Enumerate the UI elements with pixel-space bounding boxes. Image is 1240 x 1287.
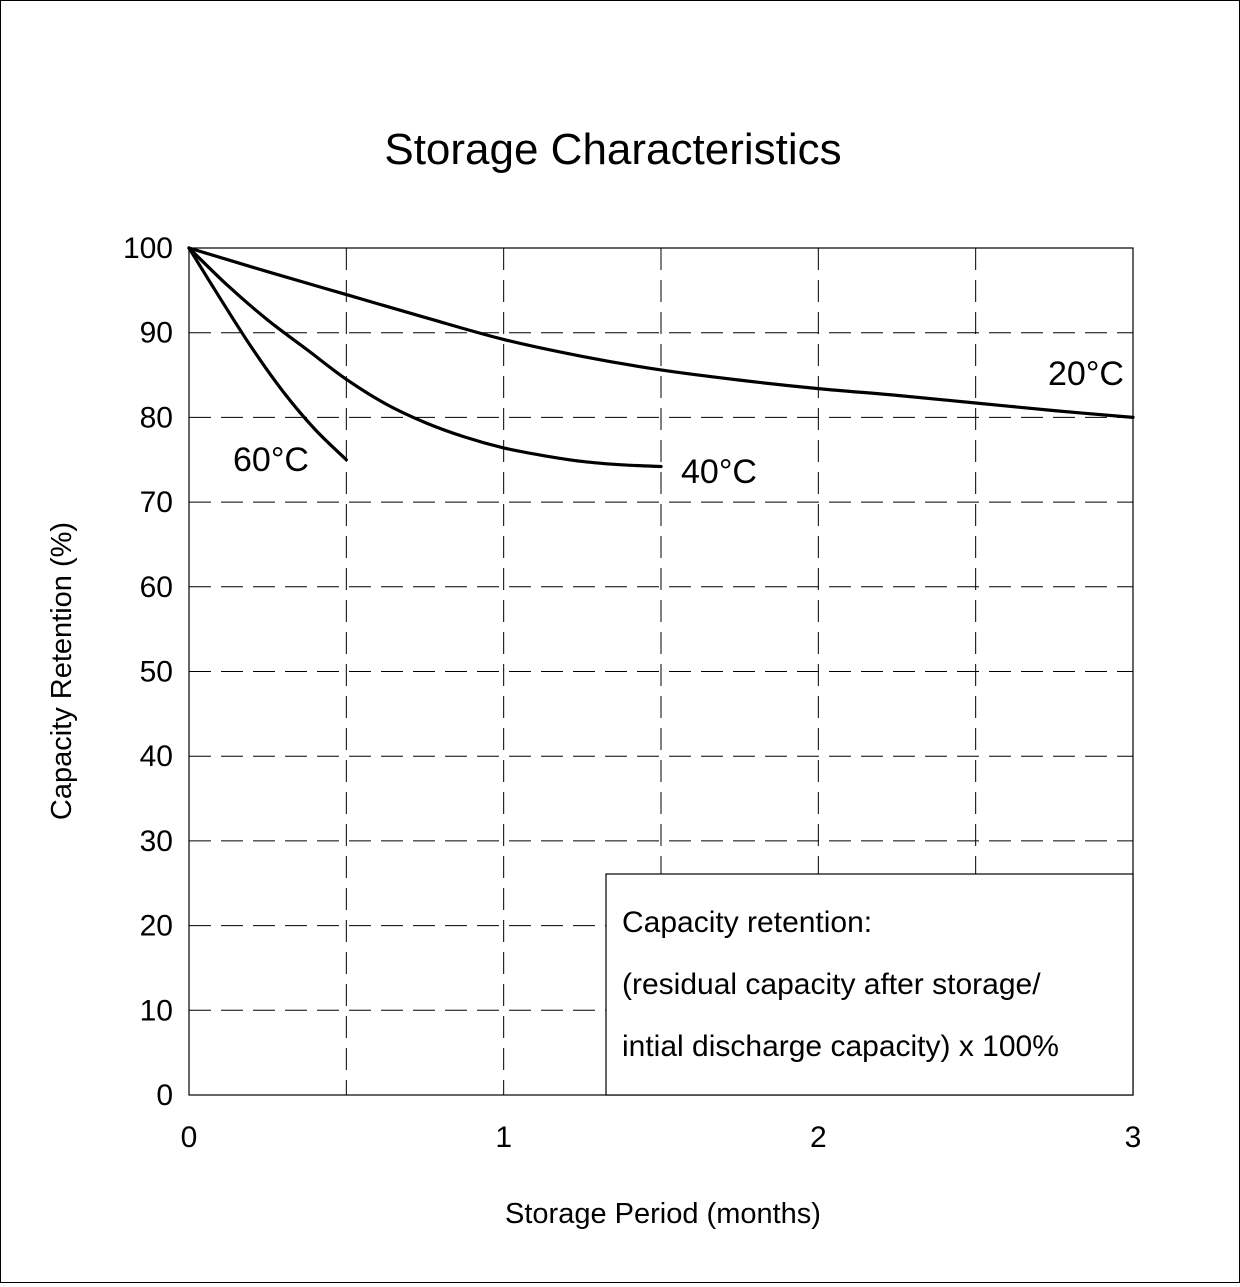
chart-title: Storage Characteristics: [384, 125, 841, 174]
y-tick-label: 90: [140, 317, 173, 350]
y-tick-label: 10: [140, 994, 173, 1027]
y-tick-label: 20: [140, 910, 173, 943]
x-tick-label: 0: [181, 1121, 198, 1154]
y-tick-label: 100: [123, 232, 173, 265]
y-tick-label: 0: [156, 1079, 173, 1112]
series-label-40c: 40°C: [681, 453, 757, 491]
y-tick-labels: 0 10 20 30 40 50 60 70 80 90 100: [123, 232, 173, 1112]
y-axis-label: Capacity Retention (%): [46, 522, 78, 820]
x-tick-label: 2: [810, 1121, 827, 1154]
annotation-box-border: [605, 873, 1134, 1096]
y-tick-label: 60: [140, 571, 173, 604]
x-tick-labels: 0 1 2 3: [181, 1121, 1142, 1154]
series-label-20c: 20°C: [1048, 355, 1124, 393]
series-line-20c: [187, 246, 1135, 419]
annotation-box: Capacity retention: (residual capacity a…: [605, 873, 1134, 1096]
annotation-line-2: (residual capacity after storage/: [622, 968, 1041, 1001]
series-line-40c: [187, 246, 663, 469]
series-line-60c: [187, 246, 348, 462]
x-tick-label: 3: [1125, 1121, 1142, 1154]
series-lines: [187, 246, 1135, 469]
y-tick-label: 50: [140, 656, 173, 689]
y-tick-label: 30: [140, 825, 173, 858]
x-tick-label: 1: [495, 1121, 512, 1154]
series-label-60c: 60°C: [233, 441, 309, 479]
y-tick-label: 80: [140, 401, 173, 434]
x-axis-label: Storage Period (months): [505, 1198, 821, 1230]
annotation-line-3: intial discharge capacity) x 100%: [622, 1030, 1059, 1063]
annotation-line-1: Capacity retention:: [622, 906, 872, 939]
y-tick-label: 40: [140, 740, 173, 773]
y-tick-label: 70: [140, 486, 173, 519]
